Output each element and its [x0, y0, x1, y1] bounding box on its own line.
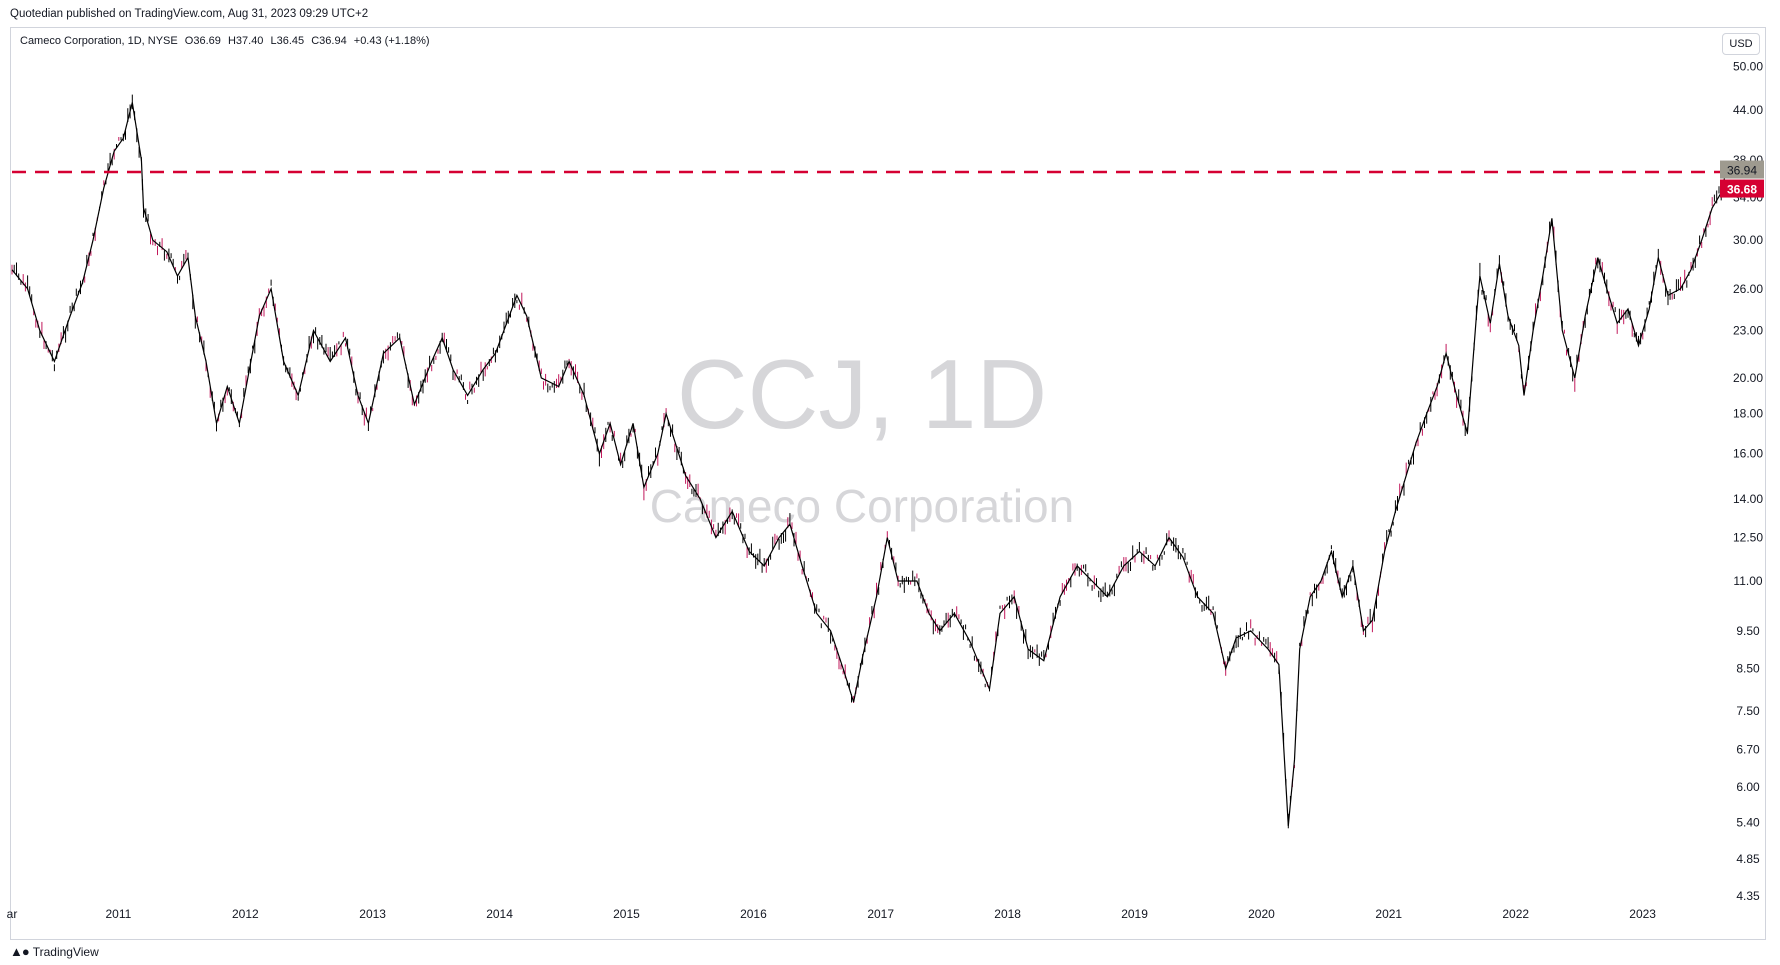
y-axis-tick-label: 18.00	[1733, 407, 1763, 421]
y-axis-tick-label: 23.00	[1733, 323, 1763, 337]
y-axis-tick-label: 26.00	[1733, 282, 1763, 296]
price-line	[11, 102, 1727, 826]
y-axis-tick-label: 4.85	[1736, 852, 1760, 866]
y-axis-tick-label: 16.00	[1733, 447, 1763, 461]
x-axis-tick-label: 2019	[1121, 907, 1148, 921]
x-axis-tick-label: 2022	[1502, 907, 1529, 921]
footer-brand[interactable]: ▲● TradingView	[10, 944, 99, 959]
y-axis-tick-label: 44.00	[1733, 103, 1763, 117]
price-bars	[11, 94, 1725, 829]
x-axis-tick-label: 2023	[1629, 907, 1656, 921]
x-axis-tick-label: 2012	[232, 907, 259, 921]
watermark-symbol: CCJ, 1D	[677, 339, 1047, 449]
x-axis-tick-label: 2021	[1375, 907, 1402, 921]
last-price-tag	[1720, 160, 1764, 179]
x-axis-tick-label: 2018	[994, 907, 1021, 921]
x-axis-tick-label: ar	[7, 907, 18, 921]
y-axis-tick-label: 8.50	[1736, 662, 1760, 676]
x-axis-tick-label: 2016	[740, 907, 767, 921]
chart-panel[interactable]	[10, 27, 1766, 940]
legend-symbol-name: Cameco Corporation, 1D, NYSE	[20, 35, 178, 47]
publish-info: Quotedian published on TradingView.com, …	[10, 8, 369, 20]
y-axis-tick-label: 6.00	[1736, 780, 1760, 794]
x-axis-tick-label: 2011	[106, 907, 132, 921]
y-axis-tick-label: 6.70	[1736, 742, 1760, 756]
symbol-legend: Cameco Corporation, 1D, NYSE O36.69 H37.…	[20, 35, 434, 47]
level-price-label: 36.68	[1727, 183, 1757, 197]
level-price-tag	[1720, 179, 1764, 198]
x-axis-tick-label: 2015	[613, 907, 640, 921]
tradingview-logo-icon: ▲●	[10, 944, 30, 959]
currency-button[interactable]: USD	[1722, 33, 1760, 55]
y-axis-tick-label: 50.00	[1733, 60, 1763, 74]
watermark-company: Cameco Corporation	[650, 480, 1074, 532]
x-axis-tick-label: 2014	[486, 907, 513, 921]
y-axis-tick-label: 30.00	[1733, 233, 1763, 247]
y-axis-tick-label: 20.00	[1733, 371, 1763, 385]
last-price-label: 36.94	[1727, 164, 1757, 178]
x-axis-tick-label: 2017	[867, 907, 894, 921]
legend-high: H37.40	[227, 35, 264, 47]
x-axis-tick-label: 2020	[1248, 907, 1275, 921]
y-axis-tick-label: 7.50	[1736, 704, 1760, 718]
footer-brand-label: TradingView	[32, 944, 99, 959]
y-axis-tick-label: 14.00	[1733, 492, 1763, 506]
y-axis-tick-label: 9.50	[1736, 624, 1760, 638]
legend-low: L36.45	[270, 35, 305, 47]
legend-close: C36.94	[311, 35, 347, 47]
y-axis-tick-label: 5.40	[1736, 816, 1760, 830]
x-axis-tick-label: 2013	[359, 907, 386, 921]
y-axis-tick-label: 12.50	[1733, 531, 1763, 545]
y-axis-tick-label: 11.00	[1733, 574, 1762, 588]
y-axis-tick-label: 4.35	[1736, 889, 1760, 903]
legend-change: +0.43 (+1.18%)	[353, 35, 430, 47]
legend-open: O36.69	[184, 35, 221, 47]
